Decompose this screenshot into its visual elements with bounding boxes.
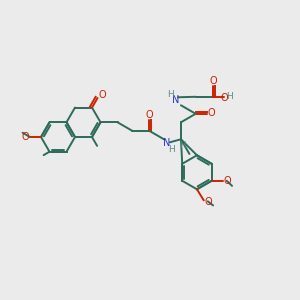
Text: O: O <box>205 197 213 207</box>
Text: O: O <box>210 76 218 86</box>
Text: H: H <box>169 145 175 154</box>
Text: O: O <box>21 132 29 142</box>
Text: H: H <box>179 141 185 150</box>
Text: H: H <box>168 90 174 99</box>
Text: N: N <box>172 95 180 105</box>
Text: O: O <box>224 176 232 186</box>
Text: O: O <box>208 108 215 118</box>
Text: N: N <box>163 138 171 148</box>
Text: O: O <box>221 93 229 103</box>
Text: O: O <box>146 110 153 120</box>
Text: H: H <box>226 92 233 101</box>
Text: O: O <box>99 90 106 100</box>
